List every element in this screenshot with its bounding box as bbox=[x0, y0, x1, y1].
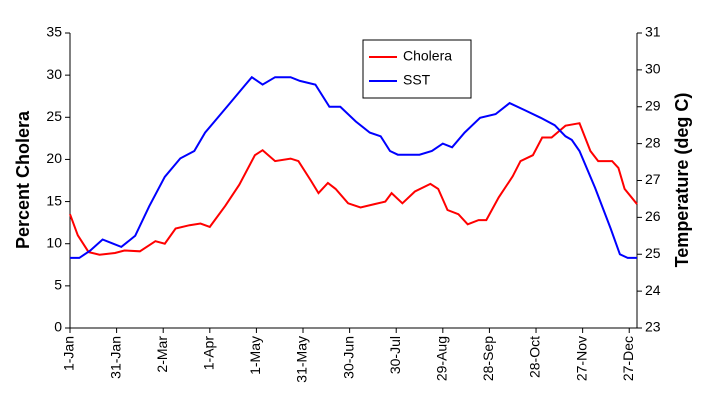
x-tick-label: 30-Jun bbox=[340, 336, 356, 379]
x-tick-label: 27-Dec bbox=[620, 336, 636, 381]
y2-tick-label: 28 bbox=[645, 134, 661, 150]
x-tick-label: 31-May bbox=[294, 336, 310, 383]
legend-box bbox=[362, 39, 472, 99]
y-tick-label: 30 bbox=[46, 66, 62, 82]
x-tick-label: 1-Apr bbox=[201, 336, 217, 371]
y-tick-label: 25 bbox=[46, 108, 62, 124]
y2-tick-label: 31 bbox=[645, 24, 661, 40]
x-tick-label: 27-Nov bbox=[573, 336, 589, 381]
line-series bbox=[69, 122, 638, 256]
y-tick-label: 20 bbox=[46, 150, 62, 166]
x-tick-label: 28-Oct bbox=[527, 336, 543, 378]
y2-tick-label: 24 bbox=[645, 282, 661, 298]
x-tick-label: 28-Sep bbox=[480, 336, 496, 381]
y2-tick-label: 26 bbox=[645, 208, 661, 224]
y-axis-title: Percent Cholera bbox=[13, 110, 33, 249]
line-series bbox=[70, 75, 637, 259]
y-tick-label: 35 bbox=[46, 24, 62, 40]
y-tick-label: 5 bbox=[54, 277, 62, 293]
legend-label: Cholera bbox=[403, 48, 452, 64]
y2-tick-label: 25 bbox=[645, 245, 661, 261]
y-tick-label: 0 bbox=[54, 319, 62, 335]
y2-tick-label: 30 bbox=[645, 61, 661, 77]
x-tick-label: 1-Jan bbox=[61, 336, 77, 371]
y-tick-label: 10 bbox=[46, 234, 62, 250]
x-tick-label: 29-Aug bbox=[434, 336, 450, 381]
y2-tick-label: 27 bbox=[645, 171, 661, 187]
x-tick-label: 1-May bbox=[247, 336, 263, 375]
y-tick-label: 15 bbox=[46, 192, 62, 208]
y2-axis-title: Temperature (deg C) bbox=[672, 93, 692, 268]
x-tick-label: 30-Jul bbox=[387, 336, 403, 374]
legend-label: SST bbox=[403, 72, 431, 88]
x-tick-label: 31-Jan bbox=[107, 336, 123, 379]
y2-tick-label: 29 bbox=[645, 97, 661, 113]
y2-tick-label: 23 bbox=[645, 319, 661, 335]
x-tick-label: 2-Mar bbox=[154, 336, 170, 373]
